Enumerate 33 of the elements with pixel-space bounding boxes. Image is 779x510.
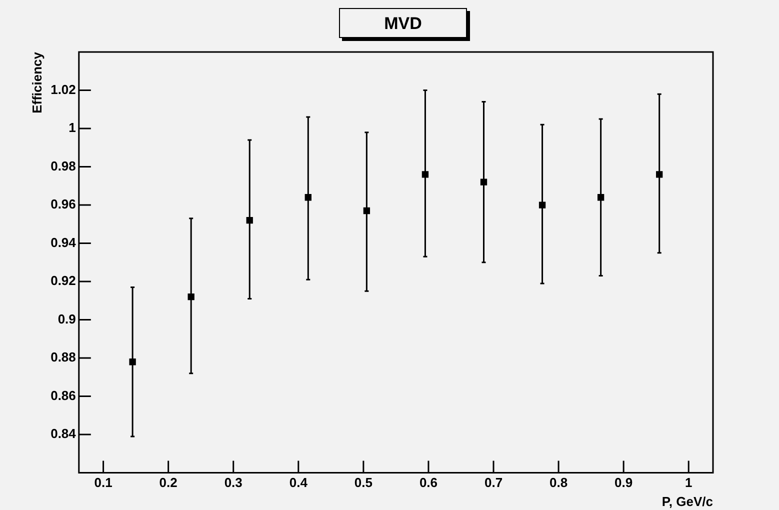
x-tick-label: 0.8: [550, 475, 568, 490]
y-tick-label: 0.98: [50, 158, 76, 174]
y-tick-label: 0.86: [50, 388, 76, 403]
y-tick-label: 0.9: [58, 311, 76, 326]
point: [597, 194, 604, 201]
y-tick-label: 0.92: [50, 273, 76, 288]
point: [304, 194, 312, 201]
y-tick-label: 0.88: [50, 350, 76, 365]
x-tick-label: 1: [684, 475, 692, 490]
y-axis-title: Efficiency: [29, 51, 44, 114]
point: [188, 294, 194, 300]
x-tick-label: 0.3: [224, 475, 242, 490]
y-tick-label: 0.94: [50, 234, 77, 250]
x-tick-label: 0.4: [289, 475, 308, 490]
x-tick-label: 0.9: [614, 475, 633, 490]
x-tick-label: 0.5: [354, 475, 372, 490]
y-tick-label: 1: [68, 120, 76, 136]
point: [480, 178, 488, 186]
point: [656, 171, 663, 178]
point: [422, 171, 429, 178]
point: [129, 358, 136, 366]
chart-title: MVD: [339, 8, 467, 38]
point: [538, 202, 546, 208]
point: [246, 216, 253, 224]
y-tick-label: 1.02: [50, 82, 76, 97]
y-tick-label: 0.84: [50, 426, 77, 442]
point: [363, 207, 370, 214]
x-tick-label: 0.1: [94, 475, 112, 490]
x-tick-label: 0.7: [484, 475, 503, 490]
x-tick-label: 0.6: [419, 475, 438, 490]
x-axis-title: P, GeV/c: [662, 494, 713, 509]
x-tick-label: 0.2: [159, 475, 178, 490]
y-tick-label: 0.96: [50, 196, 76, 212]
